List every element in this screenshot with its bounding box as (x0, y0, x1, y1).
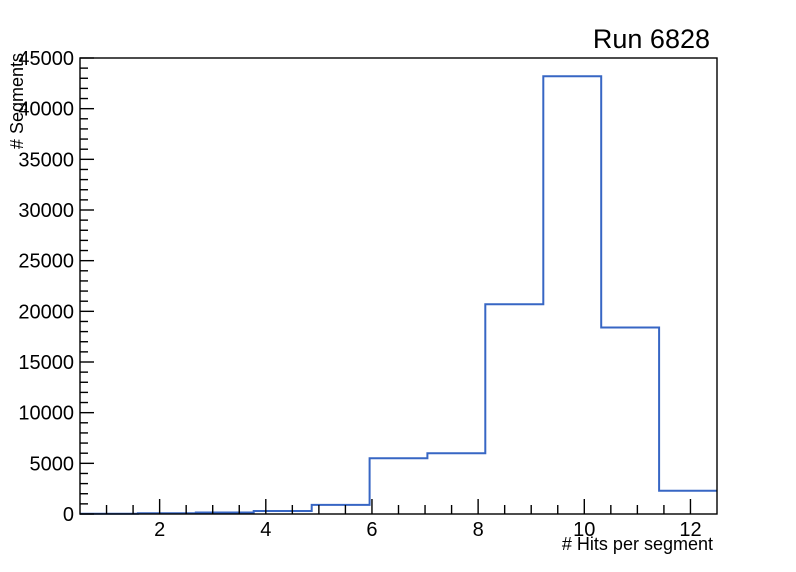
x-axis-title: # Hits per segment (562, 534, 713, 554)
y-tick-label: 35000 (18, 149, 74, 171)
y-tick-label: 10000 (18, 403, 74, 425)
x-tick-label: 2 (154, 519, 165, 541)
y-tick-label: 5000 (30, 453, 75, 475)
histogram-series (80, 75, 717, 515)
y-tick-label: 25000 (18, 251, 74, 273)
x-tick-label: 8 (473, 519, 484, 541)
y-tick-label: 45000 (18, 48, 74, 70)
frame-rect (79, 57, 718, 515)
y-tick-label: 40000 (18, 99, 74, 121)
plot-frame (79, 57, 718, 515)
x-tick-label: 10 (573, 519, 595, 541)
axis-ticks (80, 57, 692, 515)
x-tick-label: 6 (366, 519, 377, 541)
axis-tick-labels: 0 5000 10000 15000 20000 25000 30000 35000 40000… (18, 48, 701, 541)
y-tick-label: 30000 (18, 200, 74, 222)
chart-title: Run 6828 (593, 24, 710, 54)
y-tick-label: 20000 (18, 301, 74, 323)
x-tick-label: 4 (260, 519, 271, 541)
y-tick-label: 15000 (18, 352, 74, 374)
x-tick-label: 12 (679, 519, 701, 541)
y-tick-label: 0 (63, 504, 74, 526)
y-axis-title: # Segments (7, 53, 27, 149)
histogram-line (80, 75, 717, 515)
